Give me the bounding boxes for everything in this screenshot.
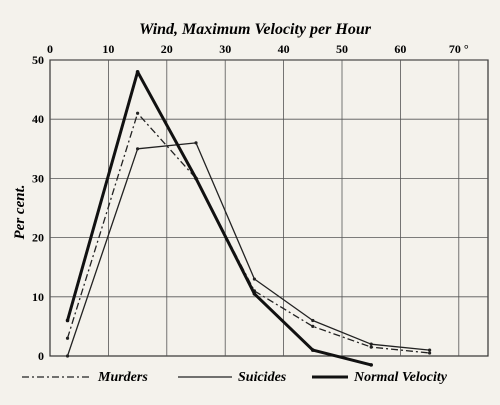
grid	[49, 59, 489, 357]
data-point-normal-velocity	[311, 348, 315, 352]
y-tick-label: 50	[32, 53, 44, 67]
chart-title: Wind, Maximum Velocity per Hour	[139, 21, 372, 38]
x-tick-label: 60	[394, 42, 406, 56]
series-lines	[65, 70, 432, 367]
data-point-murders	[136, 111, 140, 115]
data-point-murders	[369, 345, 373, 349]
data-point-normal-velocity	[65, 318, 70, 323]
x-ticks: 0 10 20 30 40 50 60 70 °	[47, 42, 469, 56]
data-point-normal-velocity	[194, 176, 198, 181]
y-ticks: 0 10 20 30 40 50	[32, 53, 44, 363]
y-tick-label: 10	[32, 290, 44, 304]
x-tick-label: 20	[161, 42, 173, 56]
data-point-normal-velocity	[135, 70, 140, 74]
data-point-suicides	[252, 277, 256, 281]
series-line-normal-velocity	[66, 70, 372, 367]
data-point-suicides	[369, 342, 373, 346]
y-axis-label: Per cent.	[12, 185, 28, 240]
legend: Murders Suicides Normal Velocity	[22, 370, 448, 385]
data-point-suicides	[311, 318, 315, 323]
y-tick-label: 20	[32, 231, 44, 245]
x-tick-label: 30	[219, 42, 231, 56]
legend-label-normal-velocity: Normal Velocity	[353, 370, 448, 385]
series-line-murders	[66, 112, 430, 354]
x-tick-label: 0	[47, 42, 53, 56]
legend-label-murders: Murders	[97, 370, 148, 385]
y-tick-label: 30	[32, 171, 44, 185]
x-tick-label: 50	[336, 42, 348, 56]
legend-label-suicides: Suicides	[238, 370, 287, 385]
data-point-suicides	[136, 147, 140, 151]
data-point-murders	[65, 336, 70, 340]
data-point-suicides	[65, 354, 70, 358]
data-point-normal-velocity	[252, 292, 257, 296]
plot-frame	[49, 59, 489, 357]
y-tick-label: 40	[32, 112, 44, 126]
x-tick-label: 10	[102, 42, 114, 56]
data-point-normal-velocity	[369, 363, 374, 367]
data-point-suicides	[428, 348, 432, 352]
data-point-murders	[428, 351, 432, 355]
x-tick-label: 70 °	[449, 42, 469, 56]
series-line-suicides	[66, 142, 430, 357]
data-point-suicides	[194, 141, 198, 145]
data-point-murders	[311, 324, 315, 328]
y-tick-label: 0	[38, 349, 44, 363]
x-tick-label: 40	[278, 42, 290, 56]
